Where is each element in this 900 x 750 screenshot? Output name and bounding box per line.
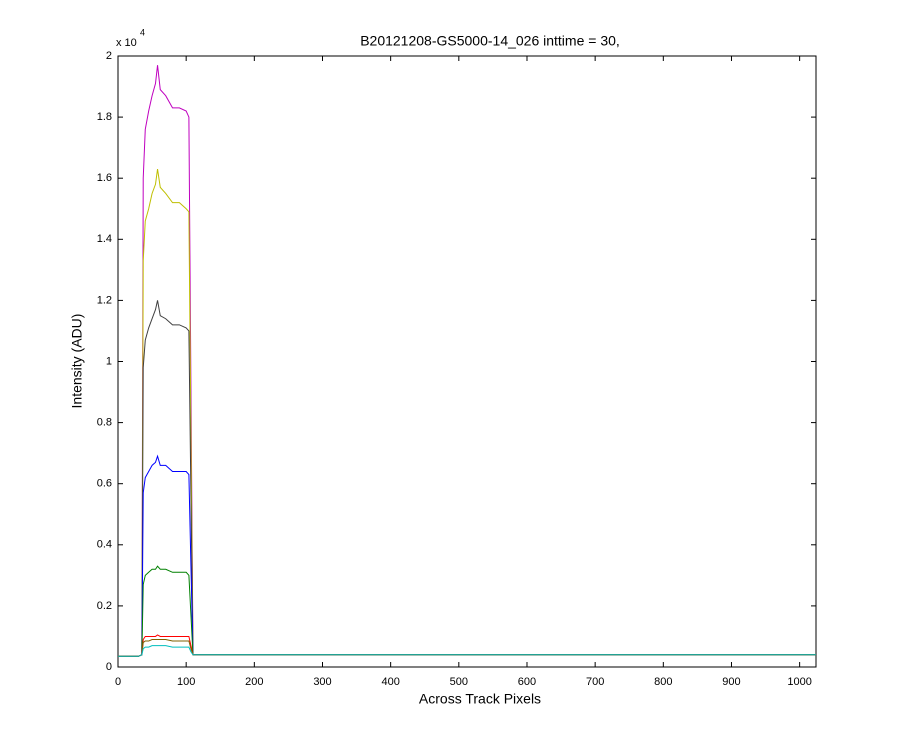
x-tick-label: 900 bbox=[722, 676, 740, 688]
x-tick-label: 800 bbox=[654, 676, 672, 688]
y-tick-label: 0.6 bbox=[97, 478, 112, 490]
y-axis-label: Intensity (ADU) bbox=[69, 314, 85, 409]
x-tick-label: 500 bbox=[450, 676, 468, 688]
x-tick-label: 1000 bbox=[787, 676, 811, 688]
y-tick-label: 2 bbox=[106, 50, 112, 62]
x-tick-label: 100 bbox=[177, 676, 195, 688]
x-tick-label: 700 bbox=[586, 676, 604, 688]
y-multiplier: x 10 bbox=[116, 37, 137, 49]
x-tick-label: 400 bbox=[381, 676, 399, 688]
x-tick-label: 200 bbox=[245, 676, 263, 688]
axes-box bbox=[117, 55, 817, 668]
chart-title: B20121208-GS5000-14_026 inttime = 30, bbox=[360, 33, 620, 49]
y-tick-label: 0.8 bbox=[97, 417, 112, 429]
x-tick-label: 600 bbox=[518, 676, 536, 688]
y-multiplier-exponent: 4 bbox=[140, 27, 145, 37]
y-tick-label: 0 bbox=[106, 661, 112, 673]
y-tick-label: 1 bbox=[106, 355, 112, 367]
y-tick-label: 1.2 bbox=[97, 294, 112, 306]
y-tick-label: 1.8 bbox=[97, 111, 112, 123]
data-line bbox=[118, 645, 816, 657]
x-axis-label: Across Track Pixels bbox=[419, 691, 541, 707]
x-tick-label: 300 bbox=[313, 676, 331, 688]
x-tick-label: 0 bbox=[115, 676, 121, 688]
y-tick-label: 0.4 bbox=[97, 539, 112, 551]
y-tick-label: 0.2 bbox=[97, 600, 112, 612]
y-tick-label: 1.4 bbox=[97, 233, 112, 245]
y-tick-label: 1.6 bbox=[97, 172, 112, 184]
